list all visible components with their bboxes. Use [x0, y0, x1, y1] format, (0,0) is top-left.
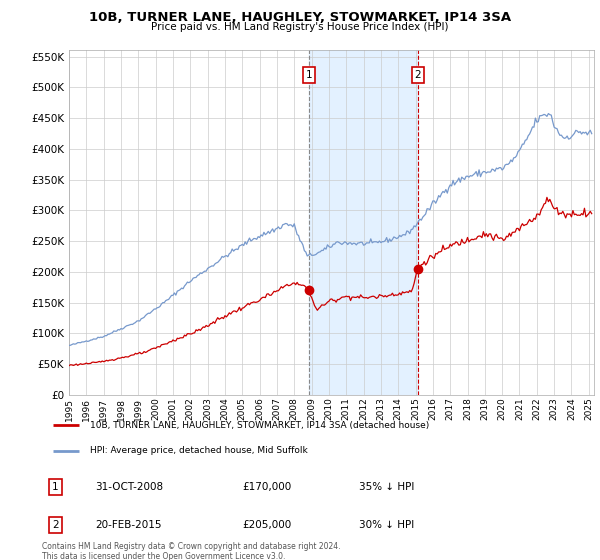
Text: 10B, TURNER LANE, HAUGHLEY, STOWMARKET, IP14 3SA: 10B, TURNER LANE, HAUGHLEY, STOWMARKET, …: [89, 11, 511, 24]
Text: 31-OCT-2008: 31-OCT-2008: [95, 482, 163, 492]
Text: 10B, TURNER LANE, HAUGHLEY, STOWMARKET, IP14 3SA (detached house): 10B, TURNER LANE, HAUGHLEY, STOWMARKET, …: [89, 421, 429, 430]
Text: Price paid vs. HM Land Registry's House Price Index (HPI): Price paid vs. HM Land Registry's House …: [151, 22, 449, 32]
Text: 30% ↓ HPI: 30% ↓ HPI: [359, 520, 414, 530]
Bar: [308, 50, 418, 395]
Text: 1: 1: [52, 482, 59, 492]
Text: 20-FEB-2015: 20-FEB-2015: [95, 520, 161, 530]
Text: £205,000: £205,000: [242, 520, 292, 530]
Text: Contains HM Land Registry data © Crown copyright and database right 2024.
This d: Contains HM Land Registry data © Crown c…: [42, 542, 341, 560]
Text: 1: 1: [305, 70, 312, 80]
Text: HPI: Average price, detached house, Mid Suffolk: HPI: Average price, detached house, Mid …: [89, 446, 307, 455]
Text: 2: 2: [415, 70, 421, 80]
Text: 35% ↓ HPI: 35% ↓ HPI: [359, 482, 414, 492]
Text: 2: 2: [52, 520, 59, 530]
Text: £170,000: £170,000: [242, 482, 292, 492]
